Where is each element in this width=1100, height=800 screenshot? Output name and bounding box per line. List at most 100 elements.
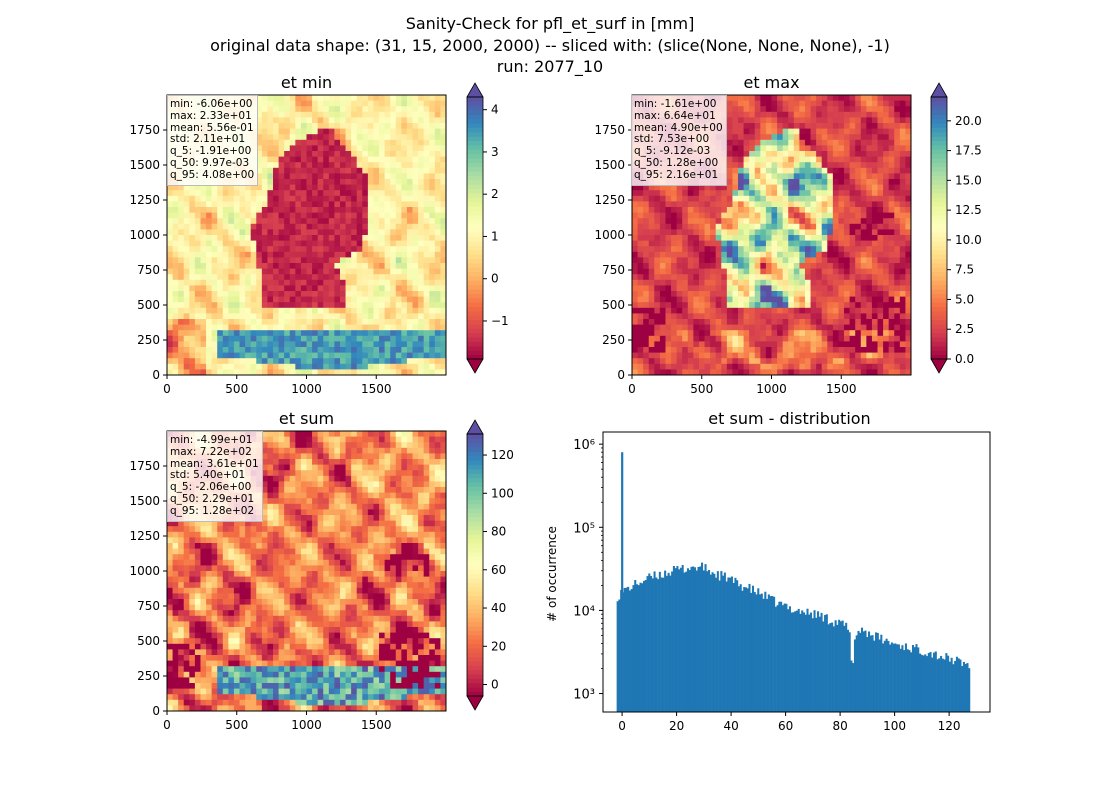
heatmap-cell (838, 195, 845, 202)
heatmap-cell (844, 123, 851, 129)
heatmap-cell (440, 229, 447, 236)
heatmap-cell (754, 296, 761, 303)
heatmap-cell (273, 347, 279, 353)
heatmap-cell (654, 235, 661, 241)
heatmap-cell (362, 95, 369, 101)
heatmap-cell (732, 369, 739, 376)
colorbar-segment (467, 219, 483, 225)
heatmap-cell (295, 324, 302, 331)
heatmap-cell (362, 268, 369, 275)
colorbar-segment (467, 284, 483, 290)
heatmap-cell (284, 263, 291, 269)
heatmap-cell (654, 352, 661, 359)
heatmap-cell (632, 285, 638, 292)
heatmap-cell (367, 223, 374, 230)
heatmap-cell (217, 246, 224, 253)
heatmap-cell (206, 274, 213, 281)
heatmap-cell (172, 279, 179, 286)
heatmap-cell (844, 363, 851, 370)
heatmap-cell (183, 279, 190, 286)
heatmap-cell (328, 229, 335, 236)
heatmap-cell (765, 251, 772, 258)
heatmap-cell (799, 111, 806, 118)
heatmap-cell (267, 151, 274, 157)
heatmap-cell (827, 100, 834, 107)
heatmap-cell (429, 207, 436, 213)
colorbar-segment (467, 228, 483, 233)
heatmap-cell (648, 218, 655, 225)
heatmap-cell (704, 268, 711, 275)
heatmap-cell (362, 352, 369, 359)
heatmap-cell (866, 173, 873, 180)
heatmap-cell (721, 212, 728, 219)
heatmap-cell (754, 117, 761, 124)
colorbar-segment (467, 101, 483, 107)
heatmap-cell (788, 195, 795, 202)
heatmap-cell (832, 195, 839, 202)
heatmap-cell (339, 117, 346, 124)
heatmap-cell (855, 263, 862, 269)
heatmap-cell (384, 212, 391, 219)
heatmap-cell (760, 139, 767, 146)
heatmap-cell (648, 212, 655, 219)
heatmap-cell (250, 240, 257, 247)
heatmap-cell (390, 291, 397, 297)
heatmap-cell (643, 279, 650, 286)
heatmap-cell (267, 95, 274, 101)
heatmap-cell (860, 134, 867, 141)
heatmap-cell (273, 341, 279, 348)
heatmap-cell (782, 184, 789, 191)
colorbar-tick-label: 3 (491, 145, 499, 159)
heatmap-cell (395, 324, 402, 331)
heatmap-cell (200, 274, 207, 281)
heatmap-cell (765, 145, 772, 152)
heatmap-cell (362, 167, 369, 174)
heatmap-cell (654, 285, 661, 292)
heatmap-cell (844, 95, 851, 101)
heatmap-cell (356, 246, 363, 253)
heatmap-cell (239, 218, 246, 225)
heatmap-cell (777, 240, 784, 247)
heatmap-cell (710, 313, 717, 320)
heatmap-cell (384, 162, 391, 169)
heatmap-cell (687, 218, 694, 225)
heatmap-cell (810, 128, 817, 135)
heatmap-cell (412, 268, 419, 275)
heatmap-cell (300, 246, 307, 253)
heatmap-cell (423, 307, 430, 314)
heatmap-cell (726, 251, 733, 258)
heatmap-cell (894, 218, 901, 225)
heatmap-cell (273, 358, 279, 365)
heatmap-cell (217, 347, 224, 353)
heatmap-cell (894, 106, 901, 113)
heatmap-cell (256, 156, 263, 163)
heatmap-cell (312, 111, 319, 118)
heatmap-cell (782, 162, 789, 169)
heatmap-cell (687, 369, 694, 376)
heatmap-cell (429, 302, 436, 309)
heatmap-cell (710, 235, 717, 241)
heatmap-cell (760, 179, 767, 185)
heatmap-cell (312, 190, 319, 197)
heatmap-cell (888, 302, 895, 309)
heatmap-cell (860, 251, 867, 258)
heatmap-cell (659, 207, 666, 213)
heatmap-cell (749, 251, 756, 258)
heatmap-cell (799, 162, 806, 169)
heatmap-cell (373, 218, 380, 225)
heatmap-cell (373, 268, 380, 275)
heatmap-cell (637, 190, 644, 197)
heatmap-cell (434, 123, 441, 129)
heatmap-cell (373, 352, 380, 359)
heatmap-cell (810, 151, 817, 157)
heatmap-cell (721, 335, 728, 342)
heatmap-cell (844, 324, 851, 331)
heatmap-cell (799, 319, 806, 325)
heatmap-cell (782, 212, 789, 219)
heatmap-cell (844, 246, 851, 253)
heatmap-cell (339, 111, 346, 118)
heatmap-cell (379, 313, 386, 320)
heatmap-cell (855, 100, 862, 107)
heatmap-cell (412, 162, 419, 169)
heatmap-cell (816, 218, 823, 225)
